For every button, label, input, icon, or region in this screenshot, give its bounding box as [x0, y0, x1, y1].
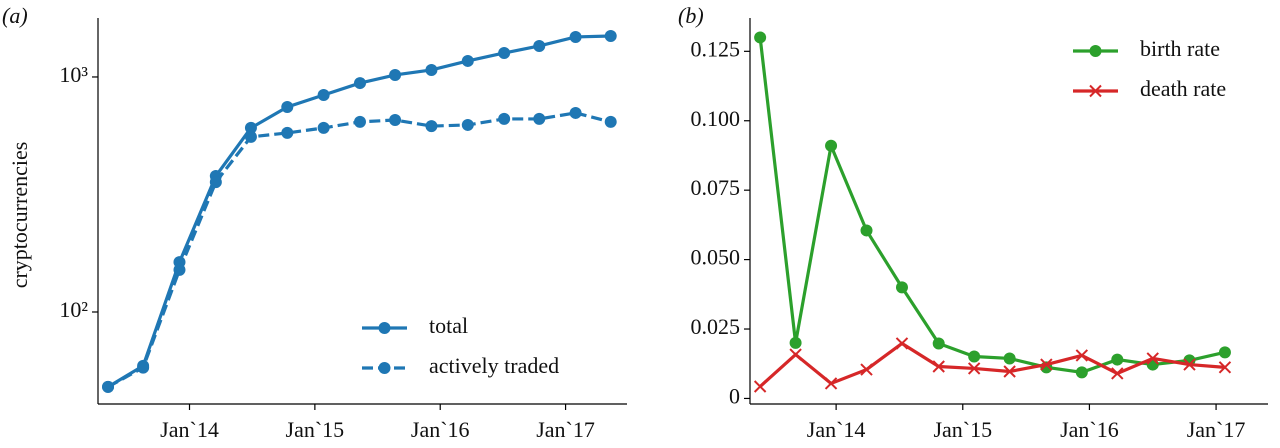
marker: [895, 337, 909, 350]
x-tick-label: Jan`14: [807, 417, 866, 442]
y-tick-label: 0.125: [691, 36, 741, 61]
marker: [789, 336, 802, 349]
y-tick-label: 0: [729, 383, 740, 408]
marker: [1218, 346, 1231, 359]
marker: [425, 120, 438, 133]
marker: [789, 348, 802, 361]
marker: [968, 350, 981, 363]
y-tick-label: 0.025: [691, 314, 741, 339]
legend-marker: [378, 322, 391, 334]
marker: [1003, 365, 1016, 378]
marker: [860, 363, 873, 376]
marker: [1111, 367, 1124, 380]
marker: [137, 361, 150, 374]
legend-marker: [1089, 45, 1102, 57]
marker: [425, 63, 438, 76]
marker: [1075, 366, 1088, 379]
marker: [569, 30, 582, 43]
legend-marker: [1089, 84, 1102, 98]
x-tick-label: Jan`16: [411, 417, 470, 442]
marker: [244, 130, 257, 143]
marker: [173, 263, 186, 276]
panel-label: (a): [2, 3, 28, 28]
marker: [281, 101, 294, 114]
marker: [753, 380, 767, 393]
x-tick-label: Jan`15: [933, 417, 992, 442]
marker: [353, 115, 366, 128]
marker: [317, 121, 330, 134]
x-tick-label: Jan`17: [1187, 417, 1246, 442]
marker: [389, 68, 402, 81]
x-tick-label: Jan`16: [1060, 417, 1119, 442]
marker: [244, 121, 257, 134]
marker: [102, 380, 115, 393]
marker: [932, 360, 945, 373]
y-axis-label: cryptocurrencies: [7, 142, 32, 289]
marker: [895, 281, 908, 294]
marker: [1146, 352, 1159, 365]
x-tick-label: Jan`17: [536, 417, 595, 442]
marker: [1003, 352, 1016, 365]
y-tick-label: 10²: [59, 297, 88, 322]
y-tick-label: 0.050: [691, 245, 741, 270]
marker: [1075, 349, 1089, 362]
y-tick-label: 0.100: [691, 106, 741, 131]
series-line: [759, 341, 1226, 388]
marker: [533, 112, 546, 125]
legend-label: total: [429, 313, 468, 338]
marker: [754, 31, 767, 44]
y-tick-label: 0.075: [691, 175, 741, 200]
marker: [860, 224, 873, 237]
marker: [461, 118, 474, 131]
marker: [317, 89, 330, 102]
marker: [604, 115, 617, 128]
x-tick-label: Jan`15: [286, 417, 345, 442]
legend-marker: [378, 362, 391, 374]
marker: [533, 39, 546, 52]
marker: [389, 114, 402, 127]
panel-label: (b): [678, 3, 704, 28]
marker: [604, 29, 617, 42]
marker: [825, 139, 838, 152]
legend-label: birth rate: [1140, 36, 1220, 61]
marker: [932, 337, 945, 350]
marker: [353, 77, 366, 90]
marker: [967, 362, 981, 375]
marker: [209, 176, 222, 189]
y-tick-label: 10³: [59, 62, 88, 87]
marker: [498, 112, 511, 125]
marker: [461, 54, 474, 67]
marker: [281, 126, 294, 139]
legend-label: death rate: [1140, 76, 1226, 101]
marker: [1218, 361, 1232, 374]
marker: [824, 377, 838, 390]
marker: [1111, 353, 1124, 366]
marker: [1183, 358, 1196, 371]
marker: [1040, 358, 1053, 371]
marker: [498, 46, 511, 59]
x-tick-label: Jan`14: [160, 417, 219, 442]
marker: [569, 106, 582, 119]
legend-label: actively traded: [429, 353, 559, 378]
